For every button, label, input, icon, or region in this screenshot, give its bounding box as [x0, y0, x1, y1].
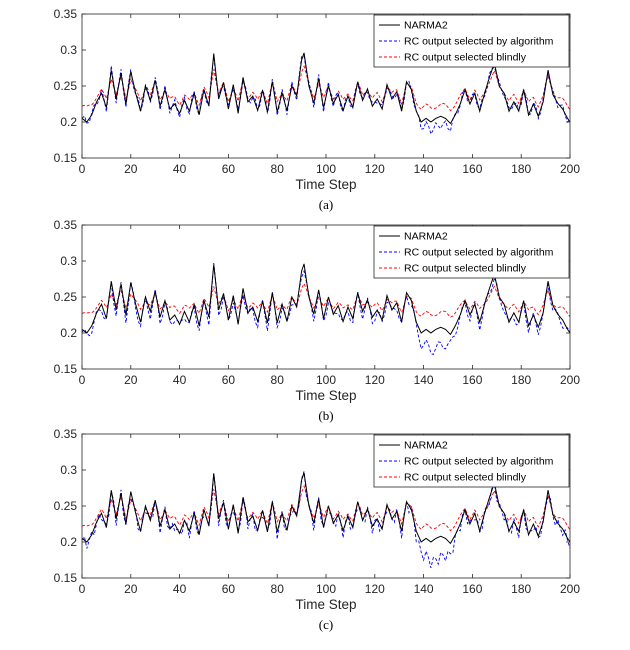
- panel-a-series-target: [81, 52, 571, 125]
- panel-b-series-target: [81, 263, 571, 336]
- panel-a-legend-label: NARMA2: [404, 20, 448, 32]
- panel-b-xtick-label: 120: [365, 373, 385, 387]
- panel-c-xtick-label: 0: [79, 582, 86, 596]
- panel-c-ytick-label: 0.3: [60, 463, 77, 477]
- panel-c-xtick-label: 80: [271, 582, 285, 596]
- panel-c-xtick-label: 100: [316, 582, 336, 596]
- panel-c-ytick-label: 0.15: [54, 571, 78, 585]
- panel-c-x-tick-labels: 0 20 40 60 80 100 120 140 160 180 200: [79, 582, 581, 596]
- panel-c-legend-label: NARMA2: [404, 440, 448, 452]
- panel-b-ytick-label: 0.35: [54, 218, 78, 232]
- panel-c-ytick-label: 0.35: [54, 427, 78, 441]
- panel-a-xtick-label: 40: [173, 162, 187, 176]
- panel-c-xtick-label: 20: [124, 582, 138, 596]
- panel-c-xtick-label: 160: [462, 582, 482, 596]
- panel-b-ytick-label: 0.25: [54, 290, 78, 304]
- panel-c-ytick-label: 0.2: [60, 535, 77, 549]
- panel-c-xtick-label: 40: [173, 582, 187, 596]
- panel-c-legend-label: RC output selected by algorithm: [404, 456, 554, 468]
- panel-a-xtick-label: 60: [222, 162, 236, 176]
- panel-a-xtick-label: 20: [124, 162, 138, 176]
- panel-a-xtick-label: 80: [271, 162, 285, 176]
- panel-a-ytick-label: 0.25: [54, 79, 78, 93]
- panel-b-xtick-label: 160: [462, 373, 482, 387]
- panel-c-xtick-label: 180: [511, 582, 531, 596]
- panel-a-ytick-label: 0.35: [54, 7, 78, 21]
- panel-a-xtick-label: 120: [365, 162, 385, 176]
- panel-b-legend: NARMA2 RC output selected by algorithm R…: [373, 225, 570, 279]
- panel-b-series: [81, 262, 571, 356]
- panel-a-x-tick-labels: 0 20 40 60 80 100 120 140 160 180 200: [79, 162, 581, 176]
- panel-b: 0.35 0.3 0.25 0.2 0.15 0 20 40 60 80 100…: [54, 218, 581, 423]
- panel-a: 0.35 0.3 0.25 0.2 0.15 0 20 40 60 80 100…: [54, 7, 581, 212]
- panel-a-xtick-label: 180: [511, 162, 531, 176]
- panel-a-xtick-label: 0: [79, 162, 86, 176]
- panel-b-legend-label: RC output selected by algorithm: [404, 247, 554, 259]
- panel-b-xtick-label: 40: [173, 373, 187, 387]
- panel-b-x-axis-label: Time Step: [295, 388, 356, 403]
- panel-b-series-blind: [81, 282, 571, 318]
- panel-c-xtick-label: 120: [365, 582, 385, 596]
- panel-c-series-target: [81, 472, 571, 545]
- panel-c-xtick-label: 200: [560, 582, 580, 596]
- panel-b-legend-label: RC output selected blindly: [404, 263, 527, 275]
- panel-b-legend-label: NARMA2: [404, 231, 448, 243]
- panel-b-y-tick-labels: 0.35 0.3 0.25 0.2 0.15: [54, 218, 78, 376]
- panel-c-x-axis-label: Time Step: [295, 597, 356, 612]
- panel-b-xtick-label: 140: [414, 373, 434, 387]
- panel-b-series-algo: [81, 262, 571, 356]
- panel-a-legend-label: RC output selected by algorithm: [404, 36, 554, 48]
- panel-c-legend-box: [373, 434, 570, 488]
- panel-c: 0.35 0.3 0.25 0.2 0.15 0 20 40 60 80 100…: [54, 427, 581, 632]
- panel-b-xtick-label: 0: [79, 373, 86, 387]
- panel-a-caption: (a): [319, 197, 333, 212]
- panel-b-ticks: [81, 224, 571, 370]
- panel-c-xtick-label: 60: [222, 582, 236, 596]
- panel-a-x-axis-label: Time Step: [295, 177, 356, 192]
- panel-b-ytick-label: 0.15: [54, 362, 78, 376]
- panel-b-xtick-label: 20: [124, 373, 138, 387]
- panel-c-series: [81, 471, 571, 569]
- panel-a-y-tick-labels: 0.35 0.3 0.25 0.2 0.15: [54, 7, 78, 165]
- panel-a-ytick-label: 0.3: [60, 43, 77, 57]
- panel-b-xtick-label: 60: [222, 373, 236, 387]
- panel-b-ytick-label: 0.2: [60, 326, 77, 340]
- panel-b-caption: (b): [318, 408, 333, 423]
- panel-b-ytick-label: 0.3: [60, 254, 77, 268]
- panel-a-xtick-label: 200: [560, 162, 580, 176]
- panel-b-xtick-label: 180: [511, 373, 531, 387]
- panel-a-xtick-label: 140: [414, 162, 434, 176]
- panel-b-legend-box: [373, 225, 570, 279]
- panel-a-legend-label: RC output selected blindly: [404, 52, 527, 64]
- panel-c-ytick-label: 0.25: [54, 499, 78, 513]
- panel-c-y-tick-labels: 0.35 0.3 0.25 0.2 0.15: [54, 427, 78, 585]
- panel-c-legend-label: RC output selected blindly: [404, 472, 527, 484]
- panel-c-caption: (c): [319, 617, 333, 632]
- panel-b-xtick-label: 100: [316, 373, 336, 387]
- panel-b-xtick-label: 80: [271, 373, 285, 387]
- panel-a-series: [81, 52, 571, 136]
- panel-a-xtick-label: 100: [316, 162, 336, 176]
- panel-a-xtick-label: 160: [462, 162, 482, 176]
- panel-b-x-tick-labels: 0 20 40 60 80 100 120 140 160 180 200: [79, 373, 581, 387]
- panel-a-legend-box: [373, 14, 570, 68]
- panel-a-ytick-label: 0.2: [60, 115, 77, 129]
- panel-a-legend: NARMA2 RC output selected by algorithm R…: [373, 14, 570, 68]
- panel-a-ytick-label: 0.15: [54, 151, 78, 165]
- panel-c-legend: NARMA2 RC output selected by algorithm R…: [373, 434, 570, 488]
- panel-b-xtick-label: 200: [560, 373, 580, 387]
- panel-c-xtick-label: 140: [414, 582, 434, 596]
